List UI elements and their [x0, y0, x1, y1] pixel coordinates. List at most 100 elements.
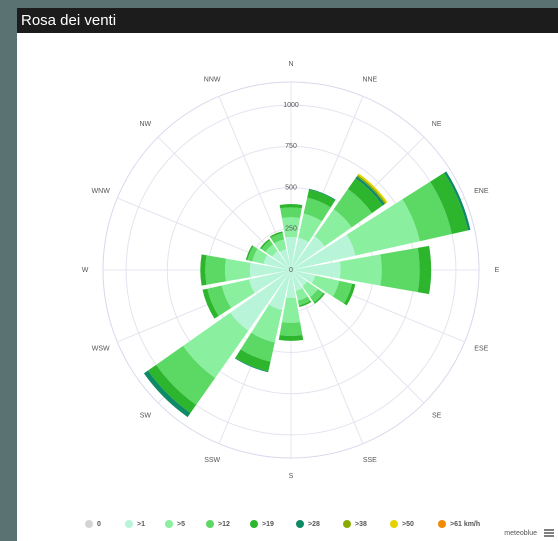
- wedge-segment: [291, 270, 316, 284]
- legend-marker: [85, 520, 93, 528]
- wedge-segment: [202, 288, 219, 319]
- direction-label: WNW: [92, 188, 111, 195]
- wedge-segment: [249, 270, 291, 293]
- header-title: Rosa dei venti: [17, 8, 558, 33]
- legend-marker: [390, 520, 398, 528]
- legend-item[interactable]: >5: [165, 520, 185, 528]
- wedge-segment: [279, 204, 303, 209]
- legend-label: >5: [177, 521, 185, 528]
- legend-item[interactable]: >12: [206, 520, 230, 528]
- menu-icon[interactable]: [544, 529, 554, 537]
- wedge-segment: [356, 174, 387, 205]
- legend-item[interactable]: >50: [390, 520, 414, 528]
- wedge-segment: [286, 270, 296, 299]
- wedge-segment: [249, 262, 291, 278]
- legend-marker: [343, 520, 351, 528]
- wedge-segment: [269, 231, 283, 238]
- legend-marker: [125, 520, 133, 528]
- wedge-segment: [225, 258, 251, 282]
- direction-label: SW: [140, 413, 152, 420]
- wedge-segment: [298, 300, 312, 308]
- wedge-segment: [259, 238, 271, 250]
- direction-label: SE: [432, 413, 442, 420]
- wedge-segment: [291, 236, 325, 270]
- legend-label: >12: [218, 521, 230, 528]
- direction-label: ENE: [474, 188, 489, 195]
- wedge-segment: [234, 357, 269, 373]
- wedge-segment: [200, 254, 207, 286]
- wedge-segment: [247, 246, 258, 262]
- wedge-segment: [281, 217, 301, 238]
- wedge-segment: [270, 232, 285, 244]
- legend-label: >50: [402, 521, 414, 528]
- legend-item[interactable]: >19: [250, 520, 274, 528]
- chart: N NNE NE ENE E ESE SE SSE S SSW SW WSW W WNW NW NNW 0 250…: [17, 33, 558, 541]
- direction-label: NNW: [204, 77, 221, 84]
- wedge-segment: [303, 197, 331, 222]
- wedge-segment: [156, 345, 216, 405]
- wedge-segment: [291, 270, 308, 287]
- wedge-segment: [357, 173, 388, 204]
- direction-label: NE: [432, 121, 442, 128]
- legend-item[interactable]: 0: [85, 520, 101, 528]
- wedge-segment: [278, 334, 304, 341]
- wedge-segment: [313, 292, 325, 304]
- legend-item[interactable]: >61 km/h: [438, 520, 480, 528]
- direction-label: SSE: [363, 457, 377, 464]
- wedge-segment: [308, 188, 336, 201]
- direction-label: N: [288, 61, 293, 68]
- y-tick-label: 750: [285, 143, 297, 150]
- wedge-segment: [402, 181, 452, 242]
- legend-label: >61 km/h: [450, 521, 480, 528]
- direction-label: WSW: [92, 346, 110, 353]
- legend-item[interactable]: >38: [343, 520, 367, 528]
- wedge-segment: [291, 237, 309, 270]
- wedge-segment: [355, 176, 385, 206]
- wedge-segment: [183, 312, 249, 378]
- wedge-segment: [261, 240, 273, 252]
- wedge-segment: [221, 279, 255, 308]
- wedge-segment: [263, 254, 291, 270]
- chart-background: [17, 33, 558, 541]
- legend-label: >1: [137, 521, 145, 528]
- wedge-segment: [417, 245, 432, 295]
- wedge-segment: [281, 297, 301, 323]
- wedge-segment: [252, 248, 268, 264]
- wedge-segment: [347, 178, 383, 214]
- wedge-segment: [272, 251, 291, 270]
- legend-marker: [296, 520, 304, 528]
- wedge-segment: [295, 288, 308, 301]
- legend-label: >38: [355, 521, 367, 528]
- wedge-segment: [333, 189, 372, 228]
- wedge-segment: [235, 349, 271, 372]
- wedge-segment: [245, 245, 254, 261]
- legend-marker: [250, 520, 258, 528]
- legend-item[interactable]: >1: [125, 520, 145, 528]
- direction-label: W: [82, 267, 89, 274]
- wedge-segment: [346, 199, 420, 256]
- wedge-segment: [274, 239, 287, 252]
- wedge-segment: [309, 288, 324, 303]
- wedge-segment: [240, 332, 275, 362]
- wedge-segment: [307, 189, 336, 208]
- wedge-segment: [147, 364, 197, 414]
- direction-label: ESE: [474, 346, 488, 353]
- y-tick-label: 500: [285, 184, 297, 191]
- wedge-segment: [339, 254, 382, 286]
- wedge-segment: [430, 172, 469, 235]
- wedge-segment: [265, 244, 278, 257]
- wedge-segment: [280, 207, 302, 219]
- direction-label: SSW: [204, 457, 220, 464]
- y-tick-label: 250: [285, 226, 297, 233]
- wedge-segment: [302, 281, 318, 297]
- wedge-segment: [297, 296, 311, 306]
- wedge-segment: [207, 285, 232, 316]
- wedge-segment: [291, 261, 341, 279]
- legend-item[interactable]: >28: [296, 520, 320, 528]
- wedge-segment: [268, 270, 291, 311]
- wedge-segment: [251, 304, 283, 343]
- wedge-segment: [343, 283, 356, 306]
- legend-label: 0: [97, 521, 101, 528]
- wedge-segment: [314, 209, 352, 247]
